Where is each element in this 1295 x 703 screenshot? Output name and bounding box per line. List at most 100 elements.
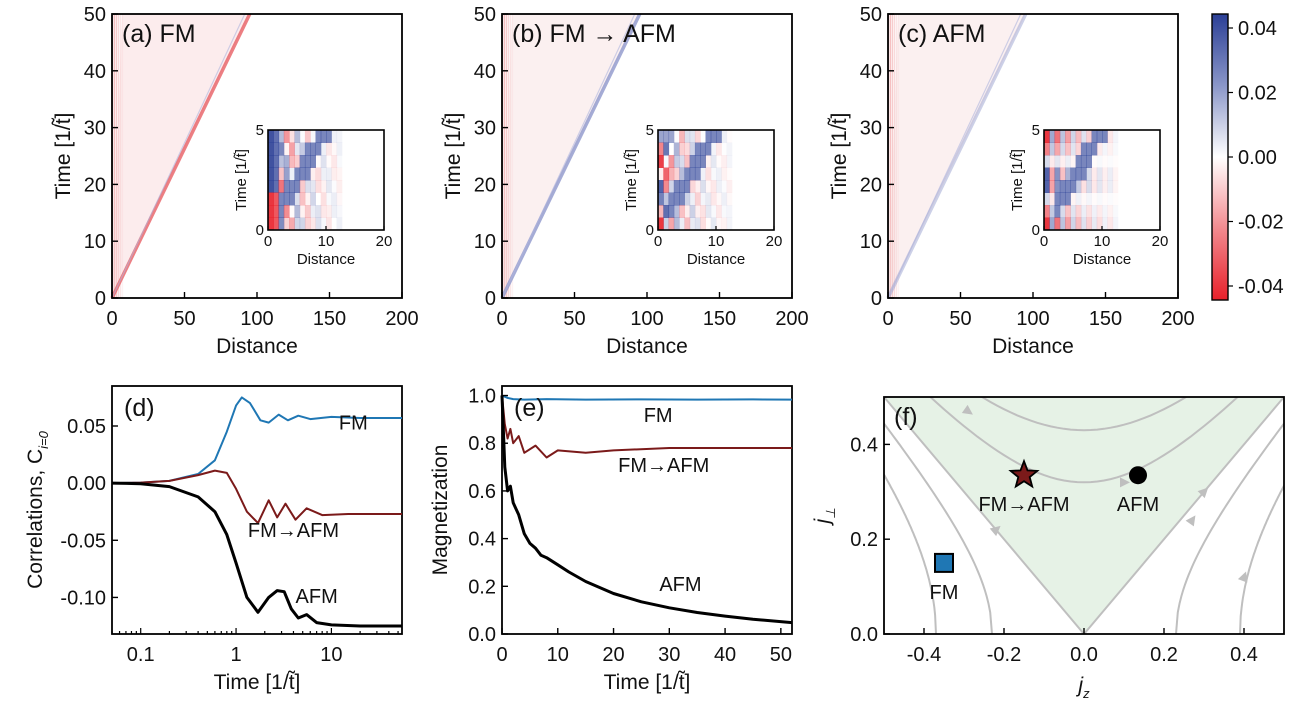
inset-x-tick-label: 0 [654, 233, 662, 250]
inset-cell [1070, 130, 1077, 143]
inset-cell [689, 217, 696, 231]
inset-cell [764, 143, 770, 156]
inset-cell [368, 168, 374, 181]
x-axis-label-sub: z [1082, 686, 1090, 701]
inset-cell [299, 167, 306, 181]
inset-cell [727, 130, 733, 143]
inset-cell [1144, 218, 1150, 231]
inset-cell [352, 218, 358, 231]
flow-arrow [961, 404, 973, 415]
inset-cell [1086, 142, 1092, 156]
inset-cell [669, 143, 675, 156]
inset-cell [663, 180, 670, 193]
inset-cell [726, 205, 733, 218]
x-tick-label: -0.4 [907, 644, 941, 666]
inset-cell [273, 217, 280, 231]
inset-cell [1134, 168, 1140, 181]
origin-band [122, 14, 123, 298]
inset-cell [358, 218, 364, 231]
inset-cell [716, 180, 722, 193]
x-tick-label: 0.2 [1150, 644, 1178, 666]
panel-d: FM FM→AFM AFM 0.05 0.00 -0.05 -0.10 (d) 0.1 1 10 Ti… [24, 385, 403, 694]
inset-x-tick-label: 20 [766, 233, 783, 250]
inset-cell [1150, 180, 1156, 193]
inset-cell [742, 193, 748, 206]
inset-cell [1096, 130, 1103, 143]
y-tick-label: 0.6 [468, 481, 496, 503]
inset-cell [1150, 218, 1156, 231]
inset-cell [1139, 218, 1145, 231]
inset-cell [732, 143, 738, 156]
inset-cell [1054, 180, 1061, 193]
inset-cell [674, 130, 680, 143]
inset-cell [663, 217, 670, 231]
inset-cell [694, 180, 701, 193]
y-axis-label-sub: ⊥ [823, 508, 838, 519]
inset-cell [1144, 130, 1150, 143]
inset-cell [300, 130, 306, 143]
inset-cell [726, 142, 733, 156]
light-cone [886, 13, 1028, 299]
x-tick-label: 200 [775, 308, 808, 330]
series-label: AFM [659, 574, 701, 596]
inset-y-tick-label: 0 [256, 222, 264, 239]
inset-cell [711, 168, 717, 181]
inset-cell [673, 167, 680, 181]
inset-x-tick-label: 10 [708, 233, 725, 250]
inset-cell [347, 205, 353, 218]
inset-cell [1092, 155, 1098, 168]
inset-cell [732, 168, 738, 181]
inset-cell [721, 130, 728, 143]
inset-cell [1086, 130, 1092, 143]
inset-cell [1096, 180, 1103, 193]
inset-cell [748, 218, 754, 231]
inset-cell [758, 168, 764, 181]
inset-cell [289, 205, 295, 218]
inset-cell [363, 168, 369, 181]
panel-title: (f) [894, 403, 918, 431]
y-axis-label: j⊥ [811, 508, 838, 527]
inset-cell [1150, 205, 1156, 218]
inset-cell [278, 192, 285, 206]
inset-cell [352, 193, 358, 206]
inset-cell [268, 155, 274, 168]
inset-cell [716, 193, 722, 206]
inset-cell [1086, 155, 1092, 168]
flow-arrow [1120, 477, 1130, 488]
inset-cell [278, 167, 285, 181]
inset-cell [1118, 180, 1124, 193]
inset-cell [326, 130, 332, 143]
inset-cell [663, 167, 670, 181]
inset-cell [1102, 155, 1108, 168]
inset-cell [1113, 143, 1119, 156]
inset-cell [705, 130, 712, 143]
inset-cell [1091, 205, 1098, 218]
inset-cell [289, 142, 295, 156]
inset-cell [315, 217, 322, 231]
inset-cell [304, 217, 311, 231]
inset-cell [326, 142, 332, 156]
inset-cell [689, 192, 696, 206]
inset-cell [700, 192, 706, 206]
inset-cell [289, 167, 295, 181]
inset-cell [716, 217, 722, 231]
inset-cell [320, 167, 327, 181]
inset-cell [289, 217, 295, 231]
inset-cell [1065, 130, 1071, 143]
x-tick-label: 150 [703, 308, 736, 330]
inset-y-tick-label: 0 [1032, 222, 1040, 239]
inset-cell [658, 142, 664, 156]
x-tick-label: 150 [1089, 308, 1122, 330]
inset-x-tick-label: 10 [318, 233, 335, 250]
inset-cell [315, 130, 322, 143]
inset-cell [700, 142, 706, 156]
inset-cell [1102, 193, 1108, 206]
inset-cell [679, 167, 685, 181]
inset-y-tick-label: 5 [646, 122, 654, 139]
inset-cell [764, 180, 770, 193]
inset-cell [663, 142, 670, 156]
inset: 0 10 20 0 5 Distance Time [1/t̃] [233, 122, 392, 268]
inset-cell [374, 193, 380, 206]
